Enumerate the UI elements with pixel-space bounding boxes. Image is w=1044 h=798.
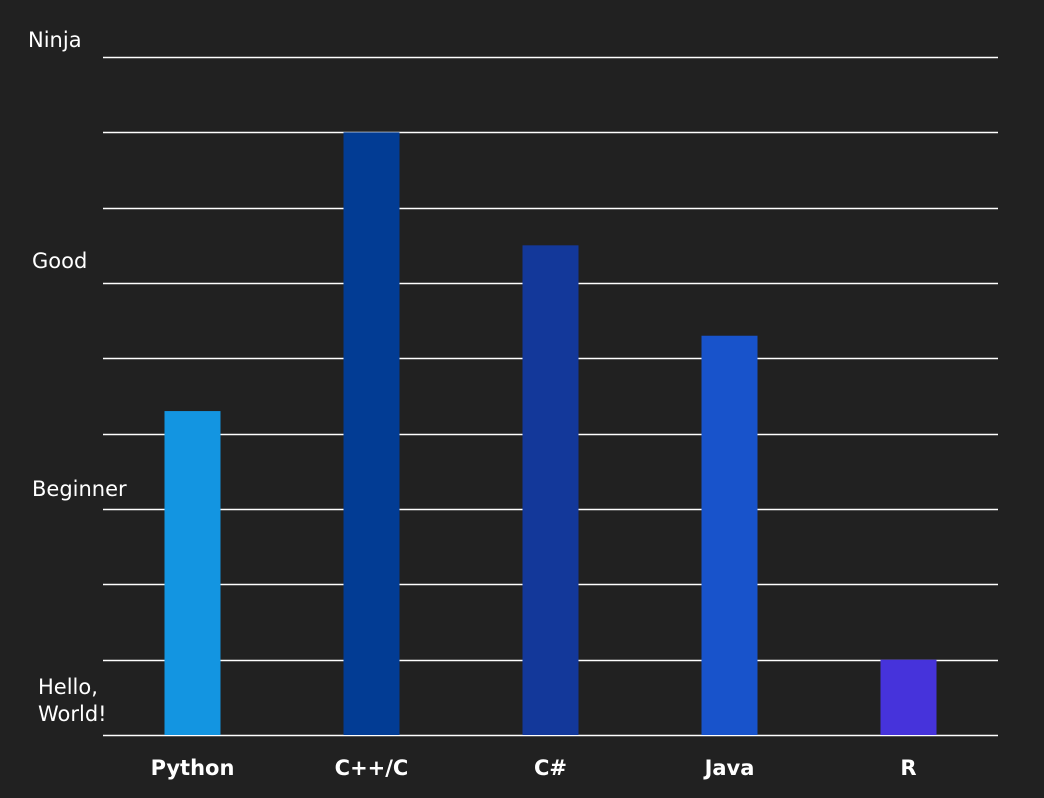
y-tick-label: Ninja: [28, 28, 82, 52]
bar-c-c: [343, 132, 400, 736]
y-tick-label: Beginner: [32, 477, 127, 501]
x-tick-label: Python: [150, 756, 235, 780]
bar-java: [701, 335, 758, 735]
y-tick-label: Hello, World!: [38, 675, 107, 726]
x-tick-label: C#: [533, 756, 567, 780]
bar-r: [880, 659, 937, 735]
bars: [164, 132, 937, 736]
x-tick-label: Java: [704, 756, 755, 780]
y-tick-label: Good: [32, 249, 88, 273]
bar-python: [164, 411, 221, 735]
x-tick-label: R: [900, 756, 917, 780]
bar-c: [522, 245, 579, 736]
x-tick-label: C++/C: [334, 756, 409, 780]
